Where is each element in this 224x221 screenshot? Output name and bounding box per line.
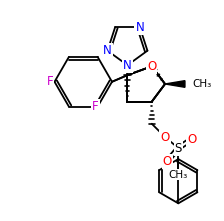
Text: F: F [92, 100, 99, 113]
Text: N: N [123, 59, 132, 72]
Text: O: O [160, 131, 170, 143]
Polygon shape [124, 65, 131, 75]
Text: O: O [147, 60, 156, 73]
Text: F: F [47, 75, 54, 88]
Text: O: O [147, 60, 156, 73]
Text: CH₃: CH₃ [169, 170, 188, 180]
Text: O: O [163, 155, 172, 168]
Text: O: O [187, 133, 196, 146]
Text: N: N [123, 59, 132, 72]
Text: CH₃: CH₃ [193, 79, 212, 89]
Text: S: S [175, 142, 182, 154]
Text: N: N [103, 44, 112, 57]
Polygon shape [165, 81, 185, 87]
Text: F: F [92, 100, 99, 113]
Text: CH₃: CH₃ [193, 79, 212, 89]
Text: F: F [47, 75, 54, 88]
Text: O: O [147, 60, 156, 73]
Text: N: N [136, 21, 144, 34]
Text: N: N [103, 44, 112, 57]
Text: N: N [136, 21, 144, 34]
